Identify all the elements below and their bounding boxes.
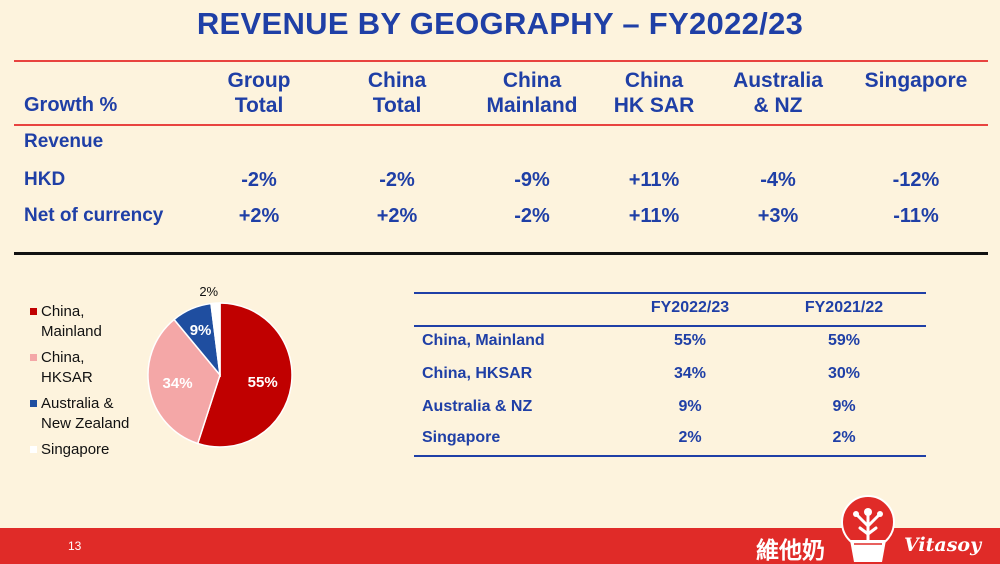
header-divider (14, 124, 988, 126)
page-number: 13 (68, 539, 82, 553)
cell-hkd-singapore: -12% (892, 169, 940, 191)
col-header-china-hksar: China HK SAR (613, 69, 695, 117)
pie-slice-china-hksar (147, 318, 221, 445)
share-table-bottom-rule (414, 455, 926, 457)
row-label-net-of-currency: Net of currency (24, 205, 164, 226)
growth-header-label: Growth % (24, 94, 118, 116)
col-header-china-mainland: China Mainland (486, 69, 578, 117)
share-cell: 2% (678, 429, 702, 446)
pie-label: 55% (248, 374, 278, 391)
page-title: REVENUE BY GEOGRAPHY – FY2022/23 (196, 6, 804, 41)
pie-label: 34% (163, 375, 193, 392)
cell-net-australia-nz: +3% (757, 205, 799, 227)
share-row-label-china-mainland: China, Mainland (422, 332, 545, 349)
cell-hkd-australia-nz: -4% (760, 169, 796, 191)
footer-bar: 13 維他奶 Vitasoy (0, 528, 1000, 564)
legend-swatch (30, 308, 37, 315)
logo-english-text: Vitasoy (904, 534, 982, 556)
pie-slice-china-mainland (196, 302, 293, 448)
share-table-header-rule (414, 325, 926, 327)
cell-hkd-group-total: -2% (241, 169, 277, 191)
share-col-header-fy2021-22: FY2021/22 (804, 299, 884, 316)
legend-item-china-hksar: China, HKSAR (30, 348, 160, 388)
section-label-revenue: Revenue (24, 131, 104, 152)
cell-hkd-china-hksar: +11% (628, 169, 680, 191)
pie-label: 2% (199, 284, 218, 299)
logo-chinese-text: 維他奶 (756, 538, 825, 564)
legend-item-singapore: Singapore (30, 440, 160, 460)
share-cell: 59% (827, 332, 861, 349)
share-cell: 9% (678, 398, 702, 415)
col-header-singapore: Singapore (864, 69, 968, 92)
cell-net-china-total: +2% (376, 205, 418, 227)
pie-slice-singapore (210, 302, 221, 376)
legend-swatch (30, 400, 37, 407)
geography-pie-chart: 55% 34% 9% 2% (147, 284, 293, 448)
col-header-china-total: China Total (367, 69, 427, 117)
pie-legend: China, Mainland China, HKSAR Australia & Ne… (30, 302, 160, 466)
cell-net-group-total: +2% (238, 205, 280, 227)
share-cell: 2% (832, 429, 856, 446)
legend-item-australia-nz: Australia & New Zealand (30, 394, 160, 434)
legend-item-china-mainland: China, Mainland (30, 302, 160, 342)
share-col-header-fy2022-23: FY2022/23 (650, 299, 730, 316)
share-cell: 9% (832, 398, 856, 415)
legend-swatch (30, 354, 37, 361)
cell-net-china-hksar: +11% (628, 205, 680, 227)
col-header-australia-nz: Australia & NZ (733, 69, 823, 117)
pie-label: 9% (190, 322, 212, 339)
cell-net-china-mainland: -2% (514, 205, 550, 227)
cell-net-singapore: -11% (893, 205, 939, 227)
table-bottom-divider (14, 252, 988, 255)
share-cell: 34% (673, 365, 707, 382)
cell-hkd-china-mainland: -9% (514, 169, 550, 191)
top-divider (14, 60, 988, 62)
row-label-hkd: HKD (24, 169, 66, 190)
col-header-group-total: Group Total (227, 69, 291, 117)
vitasoy-emblem-icon (841, 495, 895, 562)
share-table-top-rule (414, 292, 926, 294)
legend-swatch (30, 446, 37, 453)
share-row-label-australia-nz: Australia & NZ (422, 398, 533, 415)
share-cell: 30% (827, 365, 861, 382)
share-row-label-singapore: Singapore (422, 429, 501, 446)
cell-hkd-china-total: -2% (379, 169, 415, 191)
share-row-label-china-hksar: China, HKSAR (422, 365, 533, 382)
share-cell: 55% (673, 332, 707, 349)
